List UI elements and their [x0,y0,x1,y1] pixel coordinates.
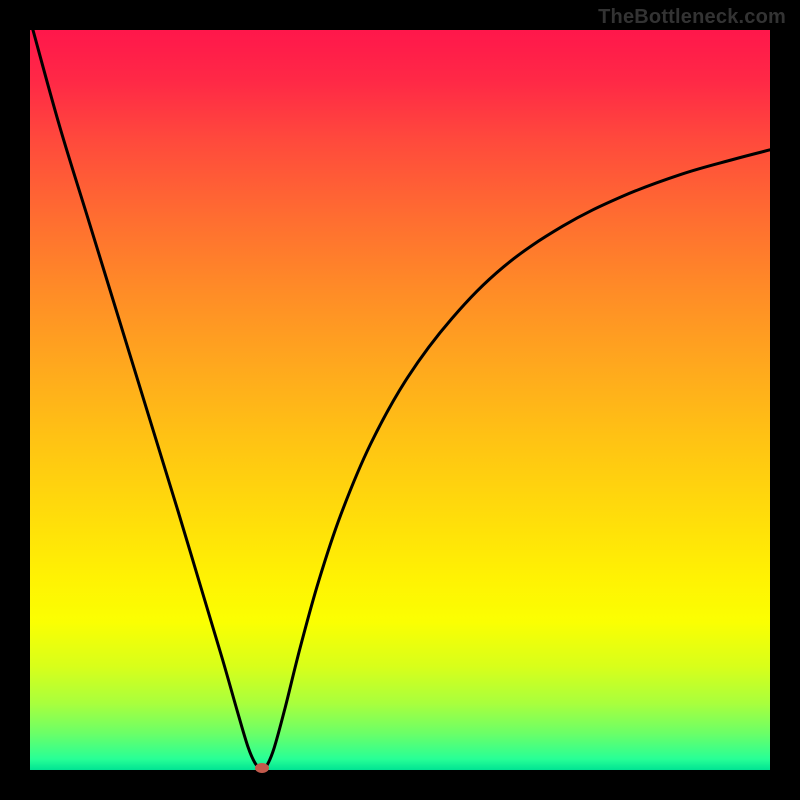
chart-frame: TheBottleneck.com [0,0,800,800]
watermark-text: TheBottleneck.com [598,6,786,29]
curve-layer [30,30,770,770]
minimum-marker [255,763,269,773]
bottleneck-curve [33,30,770,769]
plot-area [30,30,770,770]
